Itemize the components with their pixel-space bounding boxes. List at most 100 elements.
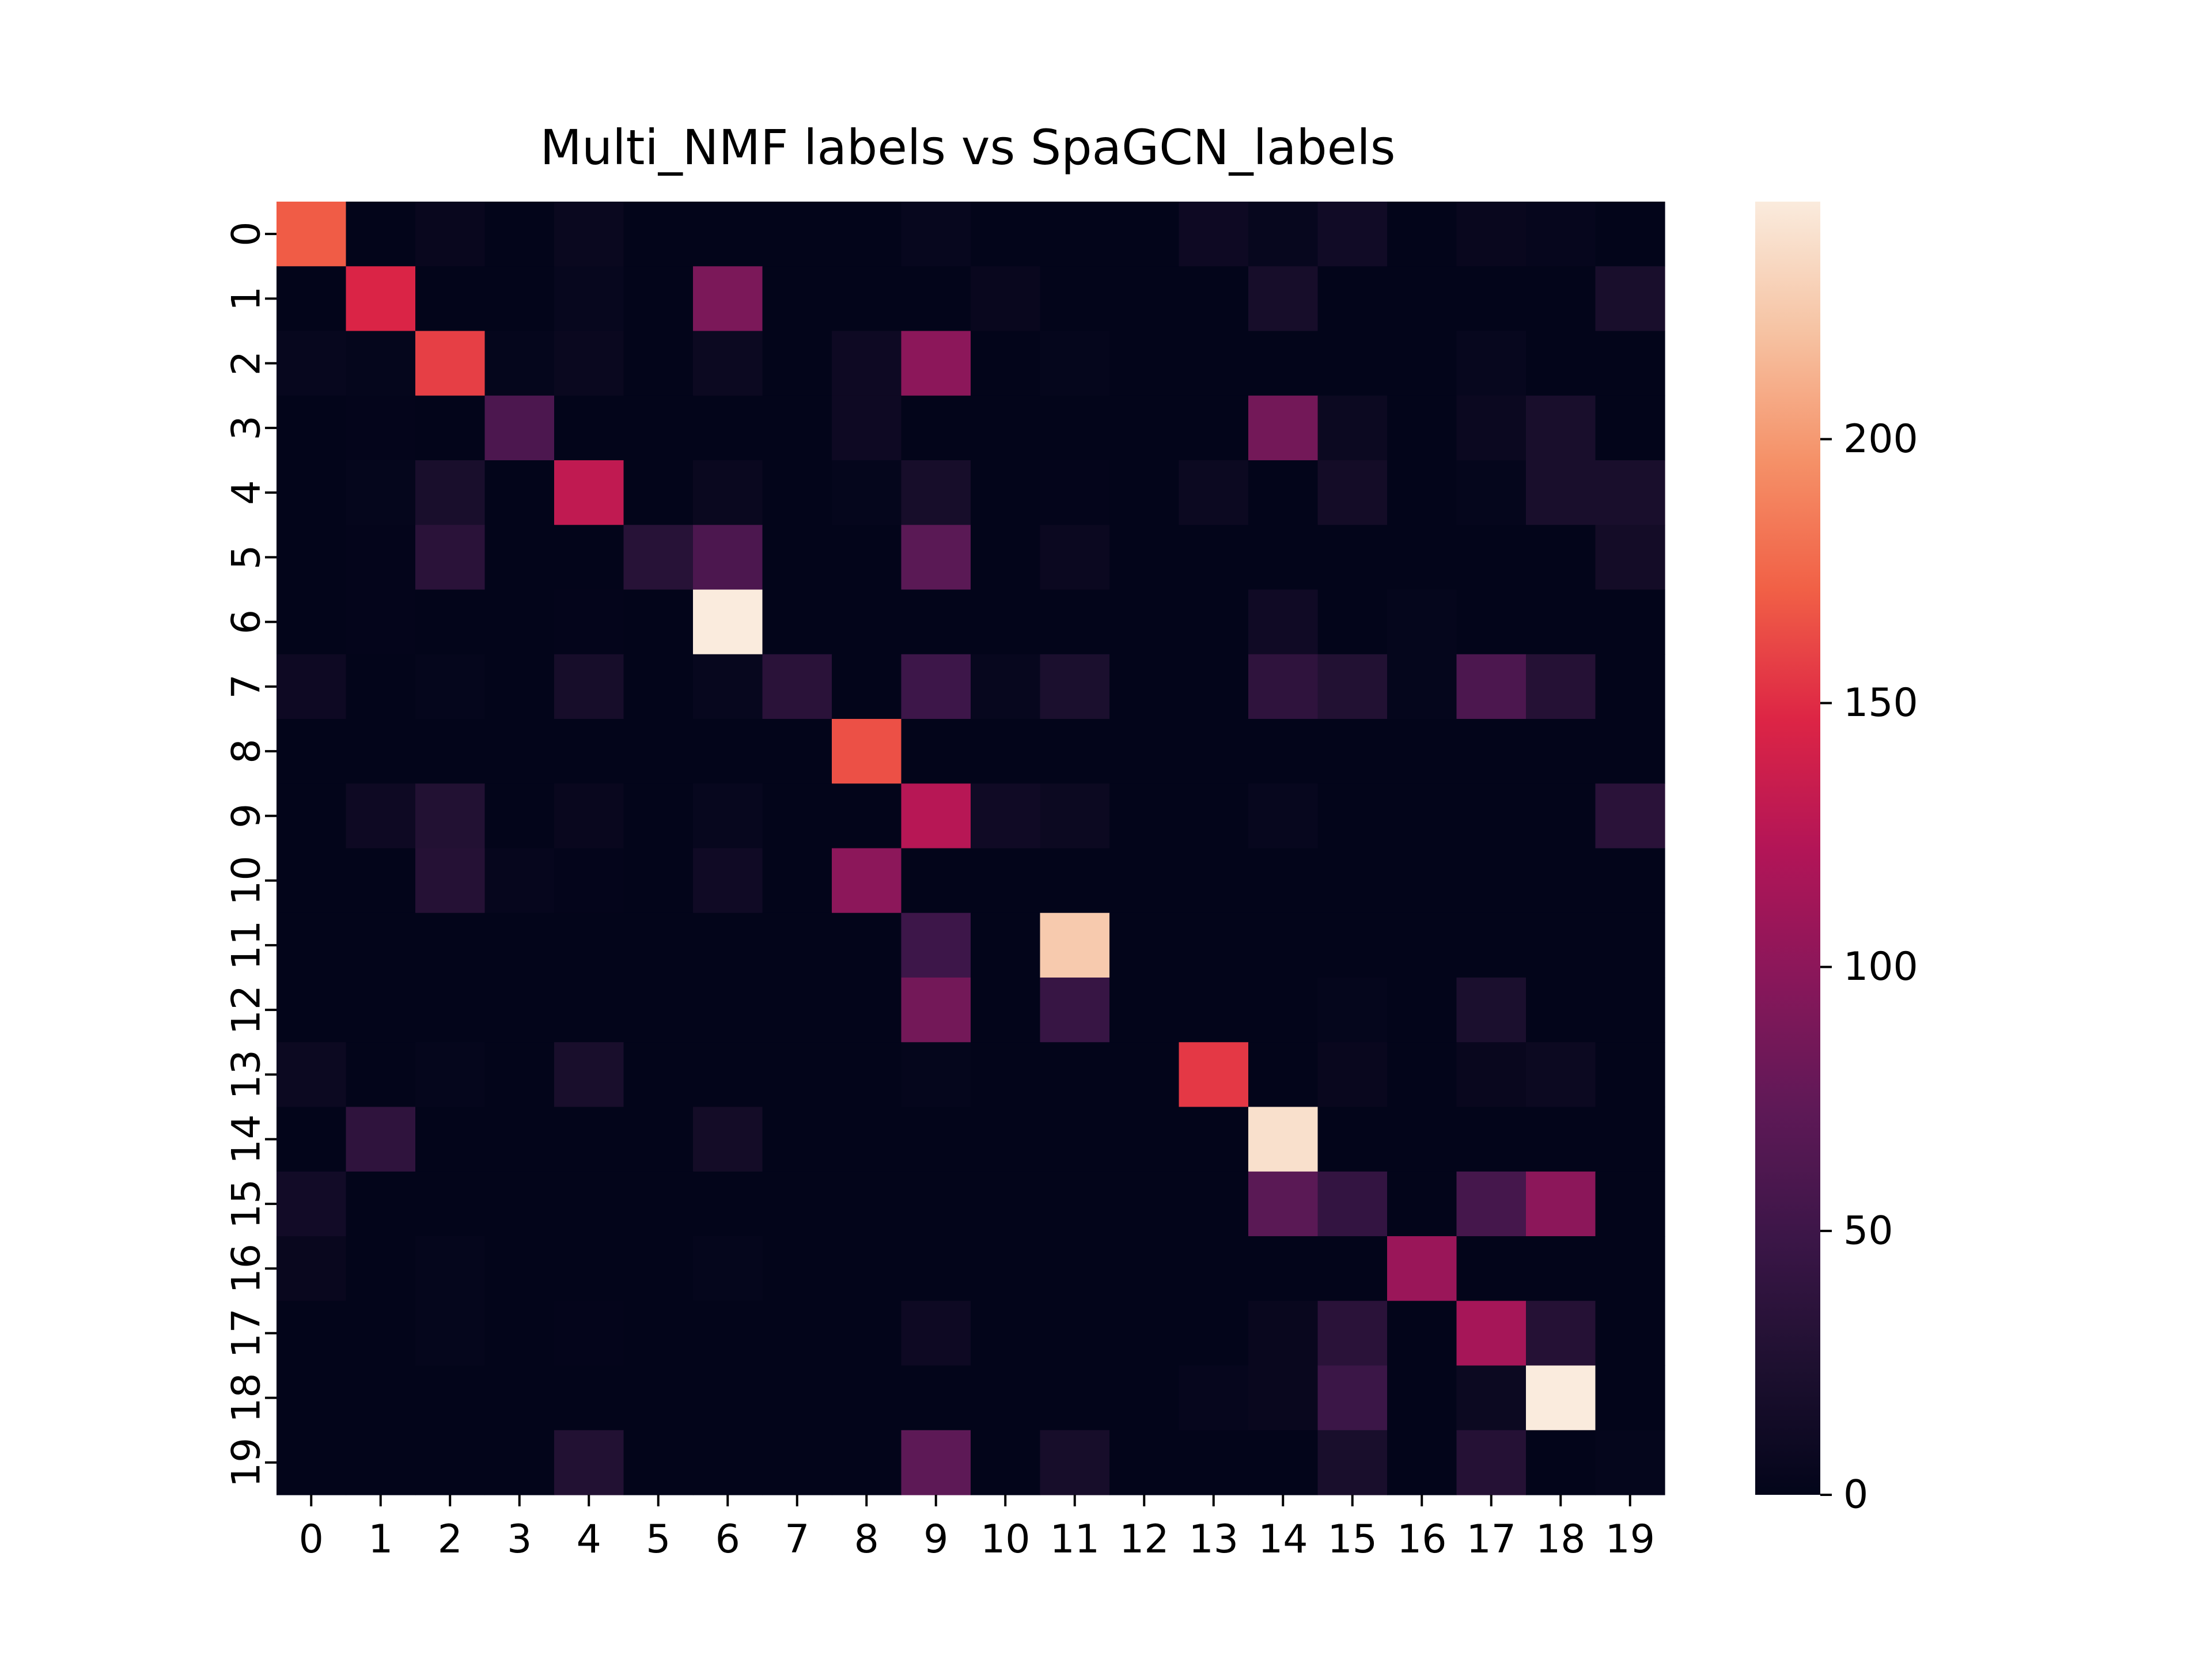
heatmap-cell-r15-c13 xyxy=(1179,1171,1249,1237)
x-tick-label-16: 16 xyxy=(1397,1517,1447,1562)
y-tick-label-14: 14 xyxy=(224,1114,270,1164)
heatmap-cell-r19-c1 xyxy=(346,1430,416,1495)
heatmap-cell-r14-c8 xyxy=(832,1107,902,1172)
x-tick-label-5: 5 xyxy=(646,1517,671,1562)
y-tick-label-0: 0 xyxy=(224,221,270,246)
heatmap-cell-r10-c8 xyxy=(832,848,902,914)
heatmap-cell-r5-c12 xyxy=(1109,525,1180,590)
heatmap-cell-r10-c16 xyxy=(1387,848,1457,914)
x-tick-label-18: 18 xyxy=(1536,1517,1586,1562)
heatmap-cell-r10-c5 xyxy=(623,848,694,914)
heatmap-cell-r1-c16 xyxy=(1387,266,1457,332)
heatmap-cell-r14-c10 xyxy=(971,1107,1041,1172)
heatmap-cell-r9-c1 xyxy=(346,783,416,849)
heatmap-cell-r4-c0 xyxy=(276,460,347,525)
heatmap-cell-r10-c10 xyxy=(971,848,1041,914)
heatmap-cell-r10-c9 xyxy=(901,848,971,914)
heatmap-cell-r4-c13 xyxy=(1179,460,1249,525)
x-tick-label-3: 3 xyxy=(507,1517,532,1562)
heatmap-cell-r5-c4 xyxy=(554,525,624,590)
heatmap-cell-r10-c15 xyxy=(1317,848,1388,914)
heatmap-cell-r19-c10 xyxy=(971,1430,1041,1495)
heatmap-cell-r13-c10 xyxy=(971,1042,1041,1108)
heatmap-cell-r3-c7 xyxy=(762,395,832,461)
heatmap-cell-r14-c6 xyxy=(693,1107,763,1172)
heatmap-cell-r10-c2 xyxy=(415,848,486,914)
heatmap-cell-r12-c5 xyxy=(623,978,694,1043)
heatmap-cell-r2-c0 xyxy=(276,331,347,396)
heatmap-cell-r5-c14 xyxy=(1248,525,1319,590)
heatmap-cell-r1-c0 xyxy=(276,266,347,332)
heatmap-cell-r14-c11 xyxy=(1040,1107,1110,1172)
heatmap-cell-r7-c14 xyxy=(1248,654,1319,719)
heatmap-cell-r6-c8 xyxy=(832,589,902,655)
heatmap-cell-r6-c6 xyxy=(693,589,763,655)
heatmap-cell-r14-c5 xyxy=(623,1107,694,1172)
heatmap-cell-r16-c5 xyxy=(623,1236,694,1301)
heatmap-cell-r17-c7 xyxy=(762,1301,832,1366)
y-tick-label-7: 7 xyxy=(224,674,270,699)
heatmap-cell-r1-c3 xyxy=(484,266,555,332)
heatmap-cell-r16-c15 xyxy=(1317,1236,1388,1301)
heatmap-cell-r12-c10 xyxy=(971,978,1041,1043)
y-tick-label-8: 8 xyxy=(224,738,270,763)
heatmap-cell-r3-c0 xyxy=(276,395,347,461)
heatmap-cell-r4-c3 xyxy=(484,460,555,525)
heatmap-cell-r2-c5 xyxy=(623,331,694,396)
y-tick-label-1: 1 xyxy=(224,286,270,311)
heatmap-cell-r11-c1 xyxy=(346,912,416,978)
heatmap-cell-r11-c11 xyxy=(1040,912,1110,978)
heatmap-cell-r6-c11 xyxy=(1040,589,1110,655)
y-tick-label-13: 13 xyxy=(224,1050,270,1100)
heatmap-cell-r16-c19 xyxy=(1595,1236,1665,1301)
heatmap-cell-r16-c16 xyxy=(1387,1236,1457,1301)
heatmap-cell-r14-c14 xyxy=(1248,1107,1319,1172)
heatmap-cell-r7-c17 xyxy=(1456,654,1527,719)
x-tick-label-2: 2 xyxy=(438,1517,463,1562)
heatmap-cell-r15-c19 xyxy=(1595,1171,1665,1237)
heatmap-cell-r19-c7 xyxy=(762,1430,832,1495)
heatmap-cell-r18-c9 xyxy=(901,1365,971,1431)
heatmap-cell-r5-c19 xyxy=(1595,525,1665,590)
heatmap-cell-r6-c0 xyxy=(276,589,347,655)
heatmap-cell-r12-c4 xyxy=(554,978,624,1043)
heatmap-cell-r0-c0 xyxy=(276,202,347,267)
heatmap-cell-r6-c3 xyxy=(484,589,555,655)
heatmap-cell-r18-c4 xyxy=(554,1365,624,1431)
heatmap-cell-r7-c15 xyxy=(1317,654,1388,719)
heatmap-cell-r5-c9 xyxy=(901,525,971,590)
x-tick-label-9: 9 xyxy=(923,1517,948,1562)
y-tick-label-2: 2 xyxy=(224,351,270,376)
heatmap-cell-r15-c8 xyxy=(832,1171,902,1237)
heatmap-cell-r19-c5 xyxy=(623,1430,694,1495)
heatmap-cell-r9-c19 xyxy=(1595,783,1665,849)
heatmap-cell-r2-c6 xyxy=(693,331,763,396)
heatmap-cell-r11-c2 xyxy=(415,912,486,978)
heatmap-cell-r11-c4 xyxy=(554,912,624,978)
heatmap-cell-r5-c15 xyxy=(1317,525,1388,590)
heatmap-cell-r10-c6 xyxy=(693,848,763,914)
x-tick-label-6: 6 xyxy=(715,1517,740,1562)
heatmap-cell-r3-c18 xyxy=(1526,395,1596,461)
y-tick-label-15: 15 xyxy=(224,1179,270,1229)
heatmap-cell-r0-c5 xyxy=(623,202,694,267)
heatmap-cell-r4-c2 xyxy=(415,460,486,525)
heatmap-cell-r12-c2 xyxy=(415,978,486,1043)
heatmap-cell-r5-c2 xyxy=(415,525,486,590)
heatmap-cell-r1-c9 xyxy=(901,266,971,332)
heatmap-cell-r7-c8 xyxy=(832,654,902,719)
heatmap-cell-r9-c17 xyxy=(1456,783,1527,849)
heatmap-cell-r9-c2 xyxy=(415,783,486,849)
heatmap-cell-r10-c4 xyxy=(554,848,624,914)
y-tick-label-5: 5 xyxy=(224,545,270,570)
heatmap-cell-r12-c0 xyxy=(276,978,347,1043)
heatmap-cell-r9-c4 xyxy=(554,783,624,849)
heatmap-cell-r16-c1 xyxy=(346,1236,416,1301)
heatmap-cell-r8-c12 xyxy=(1109,719,1180,784)
heatmap-cell-r3-c4 xyxy=(554,395,624,461)
heatmap-cell-r16-c13 xyxy=(1179,1236,1249,1301)
heatmap-cell-r14-c19 xyxy=(1595,1107,1665,1172)
heatmap-cell-r12-c18 xyxy=(1526,978,1596,1043)
heatmap-cell-r11-c9 xyxy=(901,912,971,978)
heatmap-cell-r0-c13 xyxy=(1179,202,1249,267)
